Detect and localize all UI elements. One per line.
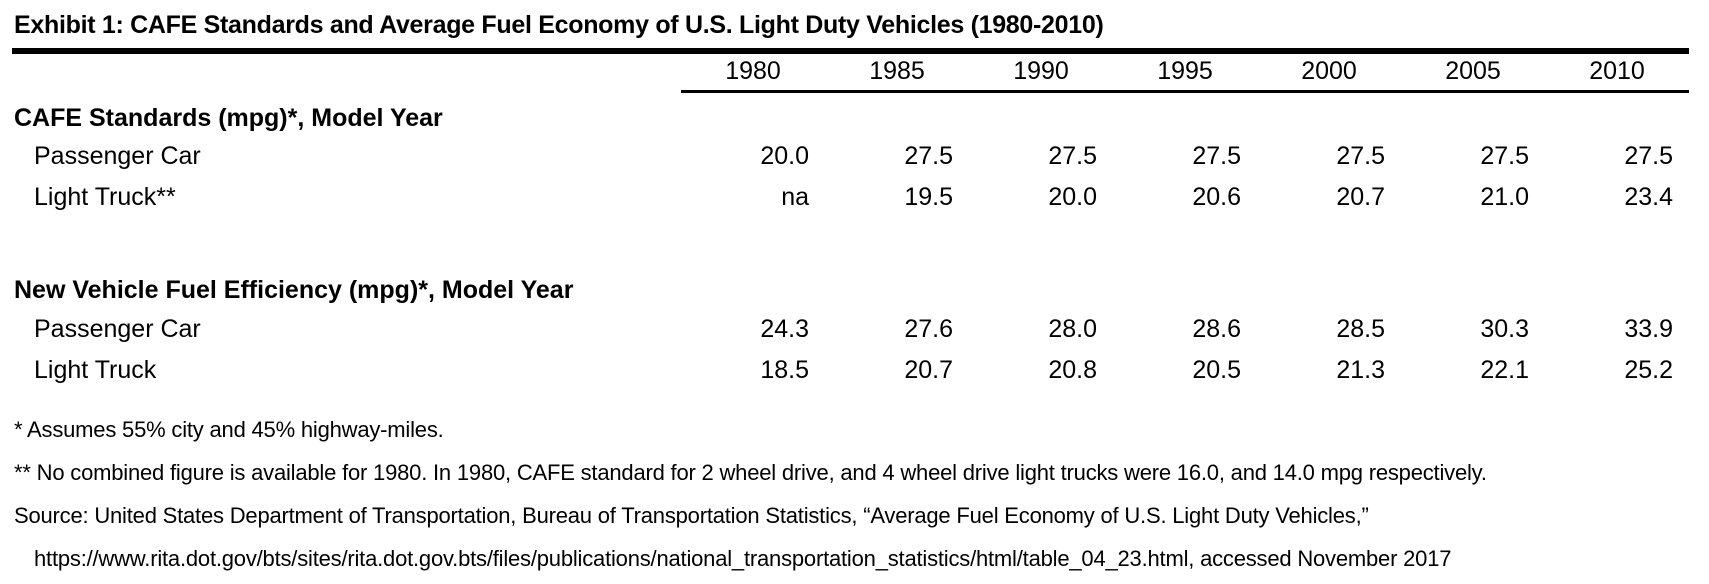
section-header-label: New Vehicle Fuel Efficiency (mpg)*, Mode… (14, 276, 574, 304)
row-label: Passenger Car (34, 315, 201, 343)
value-cell: 27.5 (1336, 142, 1385, 170)
value-cell: 28.6 (1192, 315, 1241, 343)
value-cell: 20.0 (760, 142, 809, 170)
section-spacer (12, 218, 1689, 264)
row-label: Light Truck** (34, 183, 176, 211)
year-header-1985: 1985 (825, 51, 969, 93)
value-cell: 20.7 (904, 356, 953, 384)
exhibit-title: Exhibit 1: CAFE Standards and Average Fu… (14, 11, 1104, 39)
source-url-line: https://www.rita.dot.gov/bts/sites/rita.… (34, 546, 1452, 571)
value-cell: 20.6 (1192, 183, 1241, 211)
value-cell: 20.0 (1048, 183, 1097, 211)
source-line: Source: United States Department of Tran… (14, 503, 1369, 528)
footnote-asterisk: * Assumes 55% city and 45% highway-miles… (14, 417, 444, 442)
cafe-fuel-economy-table: 1980 1985 1990 1995 2000 2005 2010 CAFE … (12, 48, 1689, 391)
year-header-row: 1980 1985 1990 1995 2000 2005 2010 (12, 51, 1689, 93)
year-header-1980: 1980 (681, 51, 825, 93)
value-cell: 20.8 (1048, 356, 1097, 384)
year-header-2005: 2005 (1401, 51, 1545, 93)
section-header-new-vehicle-efficiency: New Vehicle Fuel Efficiency (mpg)*, Mode… (12, 264, 1689, 309)
table-row-cafe-light-truck: Light Truck** na 19.5 20.0 20.6 20.7 21.… (12, 177, 1689, 218)
value-cell: 30.3 (1480, 315, 1529, 343)
value-cell: 27.6 (904, 315, 953, 343)
year-header-1995: 1995 (1113, 51, 1257, 93)
year-header-1990: 1990 (969, 51, 1113, 93)
value-cell: 27.5 (904, 142, 953, 170)
value-cell: 24.3 (760, 315, 809, 343)
table-row-efficiency-light-truck: Light Truck 18.5 20.7 20.8 20.5 21.3 22.… (12, 350, 1689, 391)
exhibit-page: Exhibit 1: CAFE Standards and Average Fu… (12, 11, 1697, 572)
row-label: Passenger Car (34, 142, 201, 170)
value-cell: 18.5 (760, 356, 809, 384)
value-cell: 21.3 (1336, 356, 1385, 384)
value-cell: 28.0 (1048, 315, 1097, 343)
value-cell: 20.7 (1336, 183, 1385, 211)
value-cell: 23.4 (1624, 183, 1673, 211)
value-cell: 27.5 (1192, 142, 1241, 170)
value-cell: 27.5 (1048, 142, 1097, 170)
value-cell: 27.5 (1480, 142, 1529, 170)
value-cell: 19.5 (904, 183, 953, 211)
value-cell: 20.5 (1192, 356, 1241, 384)
value-cell: na (781, 183, 809, 211)
year-header-2000: 2000 (1257, 51, 1401, 93)
value-cell: 28.5 (1336, 315, 1385, 343)
value-cell: 27.5 (1624, 142, 1673, 170)
empty-corner-cell (12, 51, 681, 91)
row-label: Light Truck (34, 356, 157, 384)
value-cell: 25.2 (1624, 356, 1673, 384)
year-header-2010: 2010 (1545, 51, 1689, 93)
section-header-label: CAFE Standards (mpg)*, Model Year (14, 103, 443, 132)
footnote-double-asterisk: ** No combined figure is available for 1… (14, 460, 1487, 485)
value-cell: 22.1 (1480, 356, 1529, 384)
table-row-cafe-passenger-car: Passenger Car 20.0 27.5 27.5 27.5 27.5 2… (12, 136, 1689, 177)
value-cell: 33.9 (1624, 315, 1673, 343)
table-row-efficiency-passenger-car: Passenger Car 24.3 27.6 28.0 28.6 28.5 3… (12, 309, 1689, 350)
value-cell: 21.0 (1480, 183, 1529, 211)
footnotes-block: * Assumes 55% city and 45% highway-miles… (12, 417, 1697, 572)
section-header-cafe-standards: CAFE Standards (mpg)*, Model Year (12, 91, 1689, 136)
